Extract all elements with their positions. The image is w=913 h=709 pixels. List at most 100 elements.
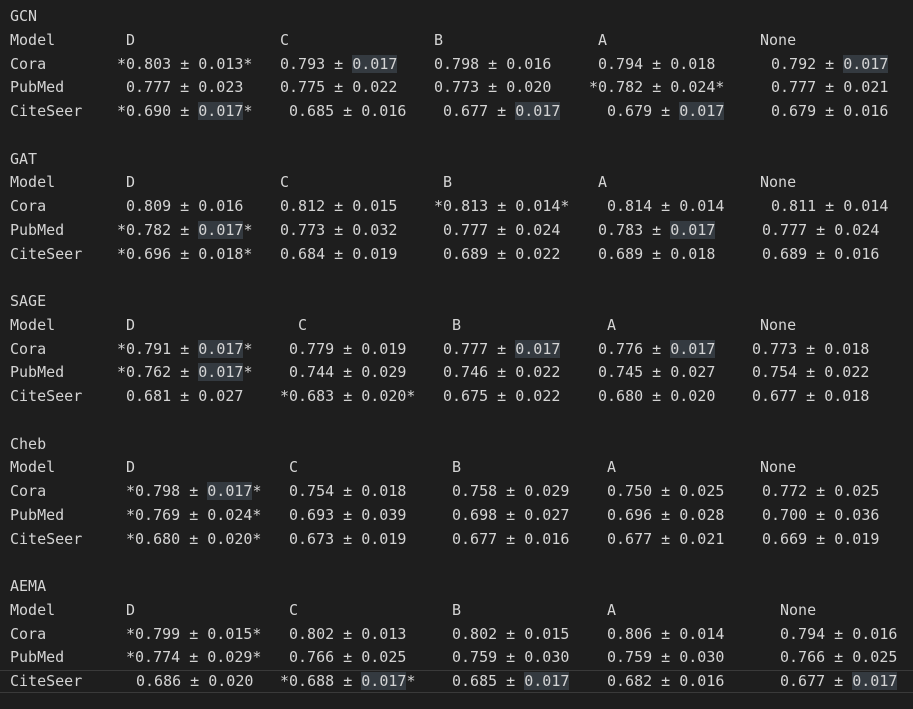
editor-line[interactable]: Cora *0.799 ± 0.015* 0.802 ± 0.013 0.802 ± … [0,623,913,646]
selection-highlight: 0.017 [670,339,716,358]
editor-text: 0.814 ± 0.014 [607,197,725,215]
editor-text: Model [10,173,56,192]
editor-line[interactable]: GAT [0,148,913,171]
editor-text: Model [10,30,56,49]
editor-line[interactable]: Cheb [0,433,913,456]
editor-line[interactable]: Model D C B A None [0,599,913,622]
editor-text: 0.806 ± 0.014 [607,624,725,643]
editor-line[interactable]: PubMed *0.774 ± 0.029* 0.766 ± 0.025 0.759 … [0,646,913,669]
editor-text: *0.791 ± 0.017* [117,339,253,358]
editor-text: PubMed [10,78,65,97]
editor-text: 0.776 ± 0.017 [598,339,716,358]
editor-text: B [434,30,444,49]
editor-text: Model [10,458,56,477]
editor-text: 0.677 ± 0.021 [607,529,725,548]
selection-highlight: 0.017 [679,102,725,120]
editor-text: CiteSeer [10,529,83,548]
editor-text: 0.777 ± 0.024 [762,220,880,239]
editor-text: 0.773 ± 0.020 [434,78,552,97]
editor-text: 0.677 ± 0.018 [752,387,870,405]
editor-text: CiteSeer [10,672,83,690]
editor-line[interactable]: CiteSeer *0.696 ± 0.018* 0.684 ± 0.019 0.68… [0,243,913,266]
editor-text: 0.679 ± 0.016 [771,102,889,120]
editor-line[interactable]: Cora 0.809 ± 0.016 0.812 ± 0.015 *0.813 ± 0… [0,195,913,218]
editor-text: None [760,30,797,49]
editor-text: *0.782 ± 0.017* [117,220,253,239]
editor-line[interactable] [0,409,913,432]
editor-text: 0.773 ± 0.018 [752,339,870,358]
editor-text: 0.754 ± 0.018 [289,482,407,500]
editor-line[interactable]: CiteSeer 0.686 ± 0.020 *0.688 ± 0.017* 0.68… [0,670,913,693]
editor-line[interactable]: GCN [0,5,913,28]
editor-text: 0.809 ± 0.016 [126,197,244,215]
editor-line[interactable]: CiteSeer *0.690 ± 0.017* 0.685 ± 0.016 0.67… [0,100,913,123]
editor-line[interactable]: PubMed *0.782 ± 0.017* 0.773 ± 0.032 0.777 … [0,219,913,242]
editor-text: 0.746 ± 0.022 [443,363,561,382]
editor-line[interactable]: Cora *0.791 ± 0.017* 0.779 ± 0.019 0.777 ± … [0,338,913,361]
editor-line[interactable]: PubMed *0.769 ± 0.024* 0.693 ± 0.039 0.698 … [0,504,913,527]
editor-text: C [298,315,308,334]
editor-line[interactable] [0,551,913,574]
editor-line[interactable] [0,266,913,289]
editor-text: *0.688 ± 0.017* [280,672,416,690]
selection-highlight: 0.017 [852,672,898,690]
editor-text: AEMA [10,577,47,595]
editor-text: GAT [10,149,38,168]
editor-text: B [452,458,462,477]
selection-highlight: 0.017 [198,363,244,382]
editor-text: 0.685 ± 0.017 [452,672,570,690]
editor-line[interactable]: PubMed *0.762 ± 0.017* 0.744 ± 0.029 0.746 … [0,361,913,384]
editor-text: Model [10,600,56,619]
editor-text: 0.686 ± 0.020 [136,672,254,690]
editor-text: *0.798 ± 0.017* [126,482,262,500]
editor-line[interactable]: CiteSeer *0.680 ± 0.020* 0.673 ± 0.019 0.67… [0,528,913,551]
editor-text: 0.677 ± 0.017 [780,672,898,690]
editor-line[interactable]: SAGE [0,290,913,313]
editor-line[interactable]: Model D C B A None [0,314,913,337]
selection-highlight: 0.017 [515,102,561,120]
editor-text: *0.803 ± 0.013* [117,54,253,73]
editor-text: 0.677 ± 0.017 [443,102,561,120]
editor-text: C [280,30,290,49]
editor-text: PubMed [10,220,65,239]
editor-line[interactable]: Cora *0.803 ± 0.013* 0.793 ± 0.017 0.798 ± … [0,53,913,76]
editor-text: 0.682 ± 0.016 [607,672,725,690]
editor-text: 0.680 ± 0.020 [598,387,716,405]
editor-text: Cora [10,482,47,500]
editor-text: None [780,600,817,619]
editor-line[interactable]: AEMA [0,575,913,598]
editor-text: *0.680 ± 0.020* [126,529,262,548]
editor-text: None [760,173,797,192]
editor-text: 0.759 ± 0.030 [452,648,570,667]
editor-text: 0.792 ± 0.017 [771,54,889,73]
editor-text: 0.689 ± 0.018 [598,244,716,263]
editor-text: D [126,173,136,192]
editor-text: 0.793 ± 0.017 [280,54,398,73]
selection-highlight: 0.017 [361,672,407,690]
editor-line[interactable]: Model D C B A None [0,456,913,479]
editor-text: SAGE [10,292,47,310]
editor-line[interactable]: CiteSeer 0.681 ± 0.027 *0.683 ± 0.020* 0.67… [0,385,913,408]
editor-line[interactable]: Model D C B A None [0,171,913,194]
editor-line[interactable]: Model D C B A None [0,29,913,52]
editor-text: None [760,458,797,477]
selection-highlight: 0.017 [207,482,253,500]
editor-text: 0.759 ± 0.030 [607,648,725,667]
editor-text: *0.813 ± 0.014* [434,197,570,215]
editor-text: 0.677 ± 0.016 [452,529,570,548]
editor-line[interactable] [0,124,913,147]
editor-text: 0.811 ± 0.014 [771,197,889,215]
editor-line[interactable]: Cora *0.798 ± 0.017* 0.754 ± 0.018 0.758 ± … [0,480,913,503]
editor-text: GCN [10,7,38,25]
editor-line[interactable]: PubMed 0.777 ± 0.023 0.775 ± 0.022 0.773 ± … [0,76,913,99]
editor-text: 0.700 ± 0.036 [762,505,880,524]
selection-highlight: 0.017 [515,339,561,358]
editor-text: C [289,600,299,619]
selection-highlight: 0.017 [670,220,716,239]
editor-text: 0.777 ± 0.023 [126,78,244,97]
editor-text: 0.794 ± 0.018 [598,54,716,73]
editor-text: D [126,315,136,334]
editor-text: 0.777 ± 0.021 [771,78,889,97]
editor-text: 0.669 ± 0.019 [762,529,880,548]
